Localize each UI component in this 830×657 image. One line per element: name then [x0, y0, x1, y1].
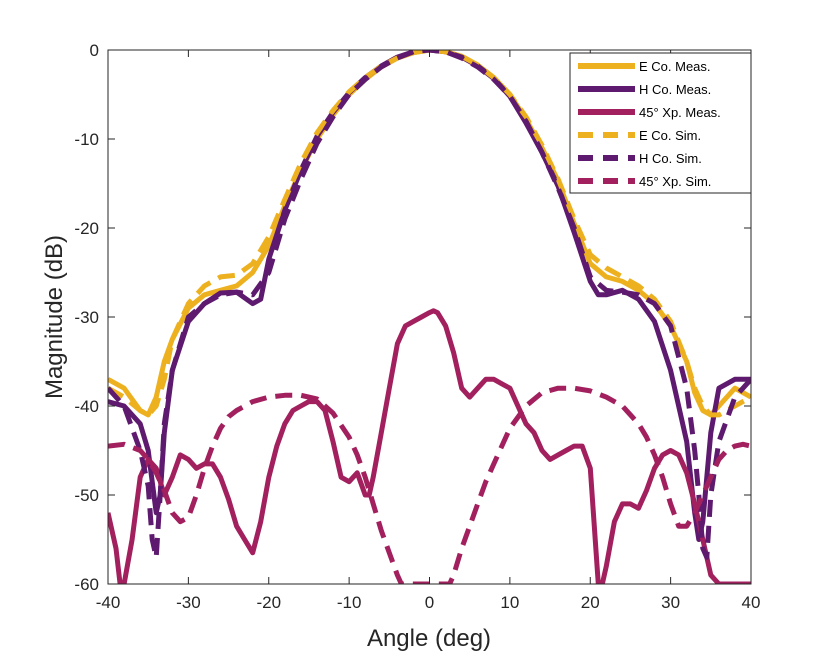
legend: E Co. Meas. H Co. Meas. 45° Xp. Meas. E Co.… — [569, 52, 752, 194]
legend-entry-label: 45° Xp. Meas. — [639, 105, 721, 120]
y-tick-label: -20 — [74, 219, 99, 238]
series-line-3 — [108, 308, 751, 584]
x-tick-label: 30 — [661, 593, 680, 612]
y-tick-label: -40 — [74, 397, 99, 416]
y-axis-label: Magnitude (dB) — [41, 235, 68, 399]
x-tick-label: -40 — [96, 593, 121, 612]
y-tick-label: -10 — [74, 130, 99, 149]
legend-entry-label: E Co. Meas. — [639, 59, 711, 74]
x-tick-label: 40 — [742, 593, 761, 612]
x-tick-label: 10 — [500, 593, 519, 612]
y-tick-label: -30 — [74, 308, 99, 327]
legend-entry-label: H Co. Meas. — [639, 82, 711, 97]
series-layer — [108, 50, 751, 584]
series-line-6 — [108, 385, 751, 584]
x-tick-label: -30 — [176, 593, 201, 612]
x-tick-label: -20 — [256, 593, 281, 612]
legend-entry-label: 45° Xp. Sim. — [639, 174, 711, 189]
axes-layer: -40 -30 -20 -10 0 10 20 30 40 0 -10 -20 -30 -40 -50 -60 — [74, 41, 760, 612]
legend-box — [569, 52, 752, 194]
x-axis-label: Angle (deg) — [367, 625, 491, 652]
x-tick-label: 0 — [425, 593, 434, 612]
legend-entry-label: H Co. Sim. — [639, 151, 702, 166]
x-tick-label: 20 — [581, 593, 600, 612]
x-tick-label: -10 — [337, 593, 362, 612]
legend-entry-label: E Co. Sim. — [639, 128, 701, 143]
y-tick-label: -50 — [74, 486, 99, 505]
y-tick-label: -60 — [74, 575, 99, 594]
series-line-5 — [108, 50, 751, 560]
y-tick-label: 0 — [90, 41, 99, 60]
